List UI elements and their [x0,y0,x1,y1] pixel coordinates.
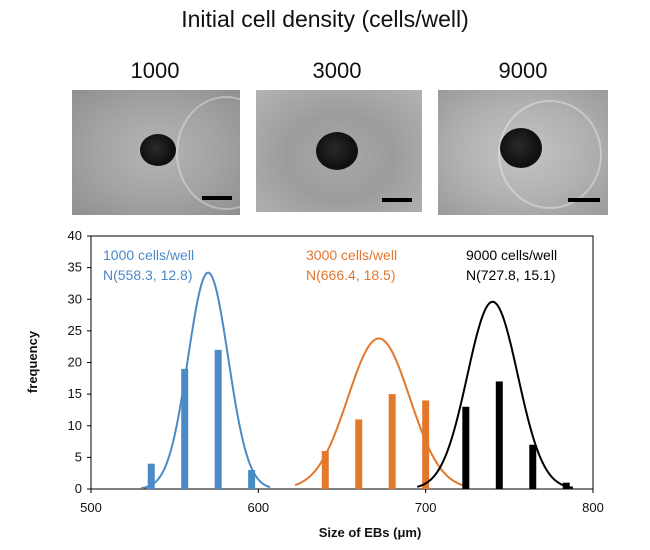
embryoid-body [140,134,176,166]
y-tick-label: 35 [68,260,82,275]
x-tick-label: 500 [80,500,102,515]
bar [214,349,222,489]
embryoid-body [316,132,358,170]
bar [529,444,537,489]
fit-curve [417,300,574,489]
y-tick-label: 10 [68,418,82,433]
bar [355,419,363,489]
scale-bar [202,196,232,200]
bar [495,381,503,489]
x-tick-label: 800 [582,500,604,515]
panel-label-9000: 9000 [498,58,548,83]
micrograph-3000 [256,90,422,212]
fit-label: N(727.8, 15.1) [466,267,556,283]
fit-label: N(558.3, 12.8) [103,267,193,283]
fit-curve [141,271,271,490]
embryoid-body [500,128,542,168]
series-2: 3000 cells/well N(666.4, 18.5) [294,247,463,489]
y-tick-label: 25 [68,323,82,338]
x-tick-label: 600 [247,500,269,515]
y-tick-label: 40 [68,228,82,243]
y-axis-label: frequency [25,330,40,393]
series-label: 1000 cells/well [103,247,194,263]
x-axis: 500 600 700 800 [80,489,604,515]
bar [147,463,155,489]
bar [248,470,256,489]
y-axis: 0 5 10 15 20 25 30 35 40 [68,228,91,496]
micrograph-9000 [438,90,608,215]
fit-curve [294,337,463,487]
y-tick-label: 15 [68,386,82,401]
x-axis-label: Size of EBs (μm) [319,525,422,540]
well-edge-arc [498,100,602,209]
series-3: 9000 cells/well N(727.8, 15.1) [417,247,574,489]
y-tick-label: 30 [68,291,82,306]
micrograph-1000 [72,90,240,215]
bar [422,400,430,489]
bar [181,368,189,489]
y-tick-label: 5 [75,449,82,464]
y-tick-label: 0 [75,481,82,496]
series-label: 9000 cells/well [466,247,557,263]
fit-label: N(666.4, 18.5) [306,267,396,283]
series-group: 1000 cells/well N(558.3, 12.8) 3000 cells/… [103,247,574,490]
series-label: 3000 cells/well [306,247,397,263]
figure-title: Initial cell density (cells/well) [181,6,469,32]
scale-bar [382,198,412,202]
series-1: 1000 cells/well N(558.3, 12.8) [103,247,271,490]
panel-label-1000: 1000 [130,58,180,83]
bar [462,406,470,489]
x-tick-label: 700 [415,500,437,515]
y-tick-label: 20 [68,355,82,370]
bar [321,451,329,489]
panel-label-3000: 3000 [312,58,362,83]
bar [388,394,396,489]
scale-bar [568,198,600,202]
